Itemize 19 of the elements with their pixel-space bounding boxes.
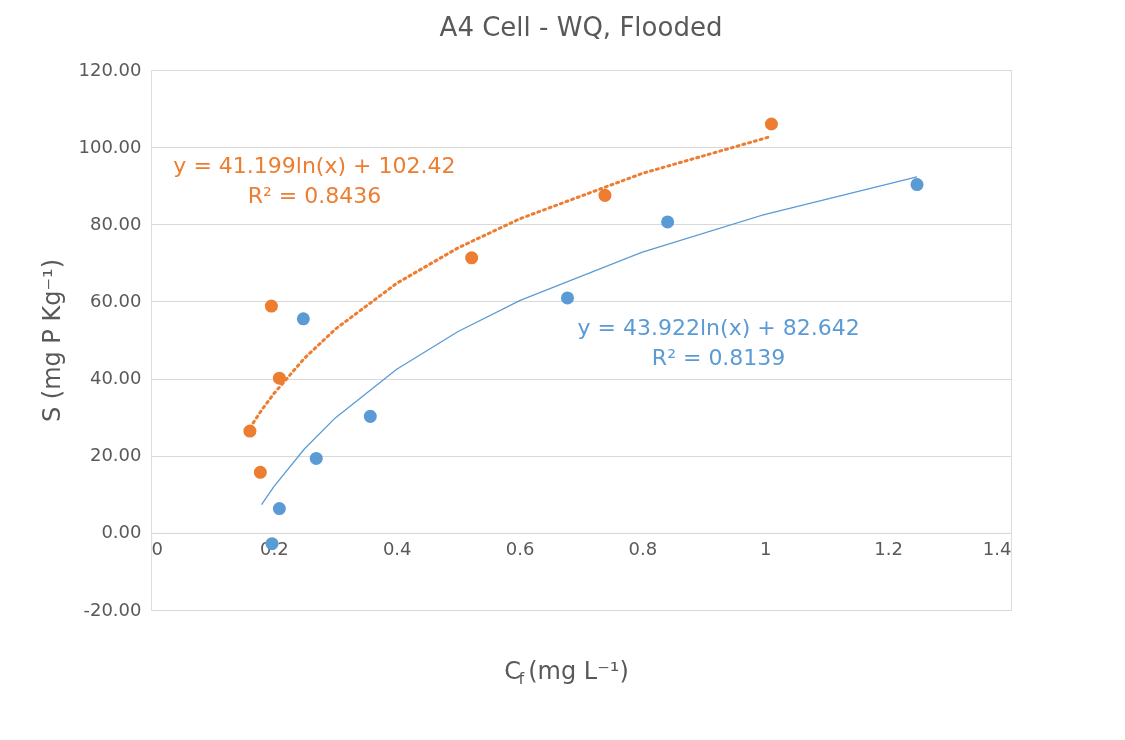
y-tick-label: 80.00 [89, 212, 142, 234]
annotation: y = 43.922ln(x) + 82.642 R² = 0.8139 [577, 315, 860, 371]
x-tick-label: 1 [760, 538, 772, 560]
x-tick-label: 0.8 [628, 538, 658, 560]
x-tick-label: 0.4 [382, 538, 412, 560]
x-tick-label: 0 [151, 538, 163, 560]
y-tick-label: 120.00 [78, 58, 142, 80]
x-tick-label: 1.2 [874, 538, 903, 560]
y-tick-label: -20.00 [83, 598, 142, 620]
y-tick-label: 20.00 [89, 444, 142, 466]
y-tick-label: 60.00 [89, 289, 142, 311]
y-tick-label: 40.00 [89, 367, 142, 389]
annotation: y = 41.199ln(x) + 102.42 R² = 0.8436 [173, 153, 456, 209]
x-tick-label: 1.4 [982, 538, 1012, 560]
chart-title: A4 Cell - WQ, Flooded [439, 12, 723, 42]
y-tick-label: 100.00 [78, 135, 142, 157]
x-tick-label: 0.6 [505, 538, 535, 560]
y-axis-title: S (mg P Kg⁻¹) [37, 258, 66, 423]
y-tick-label: 0.00 [101, 521, 142, 543]
